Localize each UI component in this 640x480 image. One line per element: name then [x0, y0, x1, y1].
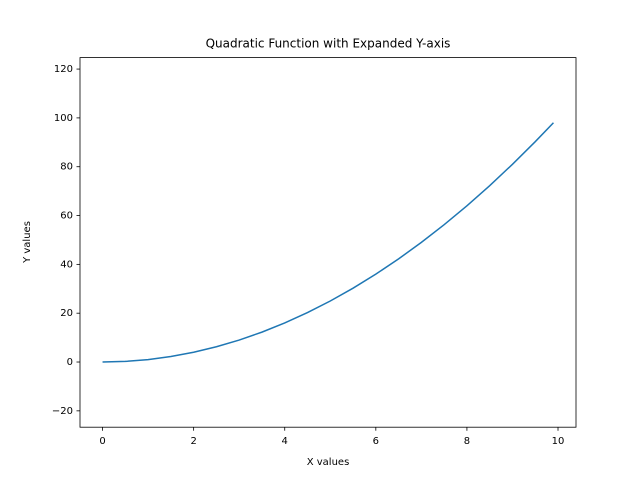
x-axis-label: X values [307, 457, 350, 468]
x-tick-label: 10 [552, 436, 565, 447]
x-tick-label: 6 [373, 436, 379, 447]
x-tick-label: 4 [282, 436, 288, 447]
y-tick-label: 100 [54, 113, 73, 124]
y-tick-label: 0 [67, 357, 73, 368]
x-tick-label: 8 [464, 436, 470, 447]
x-tick-label: 0 [99, 436, 105, 447]
y-tick-label: 40 [60, 259, 73, 270]
plot-frame [79, 57, 577, 428]
y-tick-label: 20 [60, 308, 73, 319]
y-tick-label: −20 [52, 406, 73, 417]
y-tick-label: 120 [54, 64, 73, 75]
line [102, 122, 554, 363]
y-tick-label: 80 [60, 162, 73, 173]
chart-title: Quadratic Function with Expanded Y-axis [206, 37, 451, 51]
y-axis-label: Y values [22, 221, 33, 264]
x-tick-label: 2 [190, 436, 196, 447]
y-tick-label: 60 [60, 211, 73, 222]
